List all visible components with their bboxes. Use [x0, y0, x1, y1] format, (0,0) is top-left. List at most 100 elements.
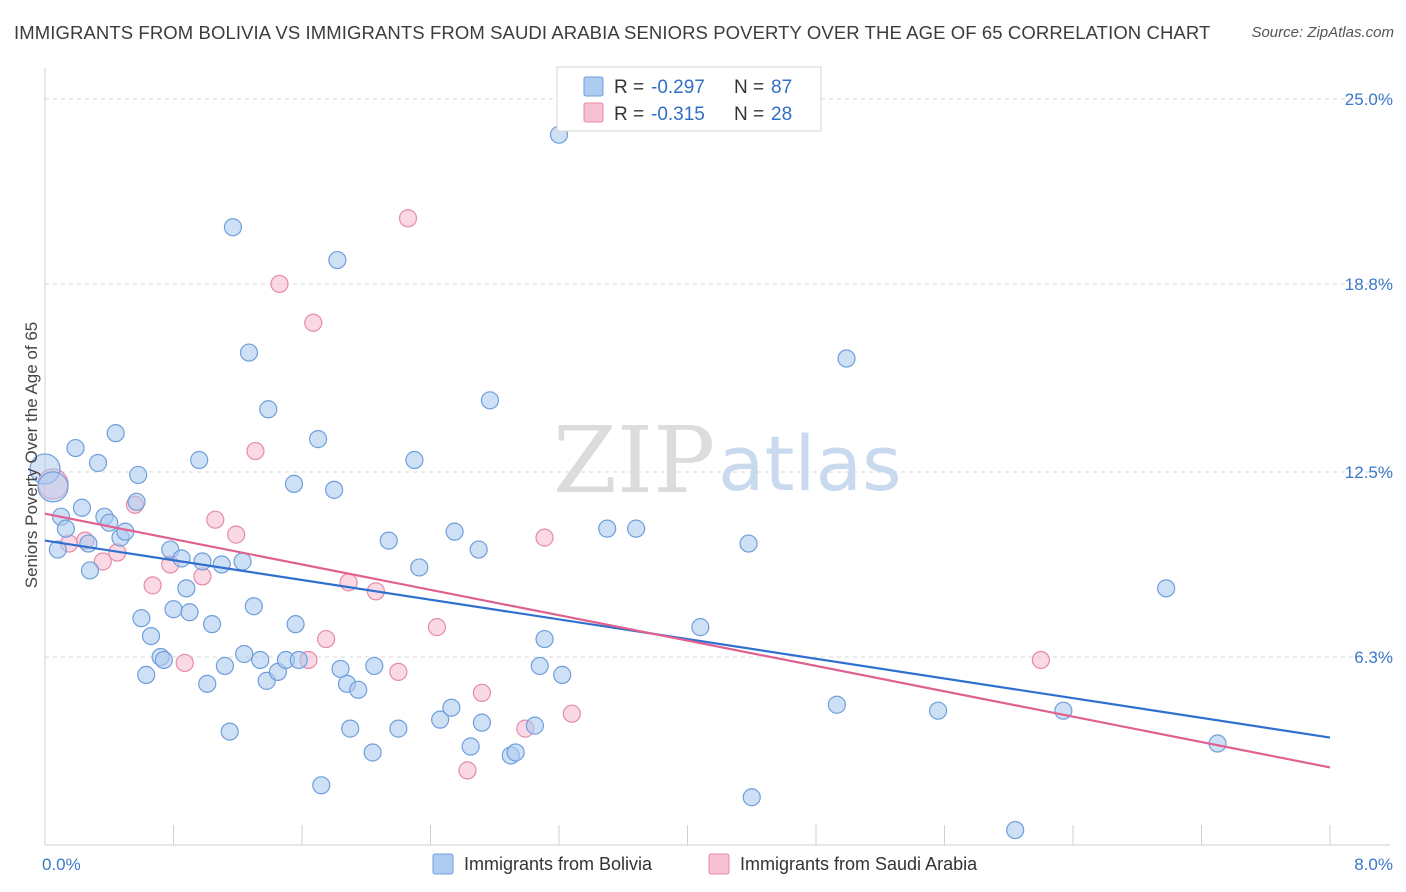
saudi-point-20	[398, 209, 418, 228]
saudi-point-3	[93, 552, 112, 571]
bolivia-point-53	[349, 680, 368, 699]
bolivia-point-80	[837, 349, 856, 368]
bolivia-point-45	[289, 650, 308, 670]
legend-r-value-bolivia: -0.297	[651, 77, 705, 98]
bottom-legend-label-saudi: Immigrants from Saudi Arabia	[740, 854, 978, 874]
bolivia-point-20	[154, 650, 173, 670]
bolivia-point-52	[341, 719, 360, 738]
saudi-point-16	[316, 629, 336, 649]
saudi-point-19	[389, 662, 408, 682]
bolivia-point-31	[215, 656, 234, 676]
bolivia-point-86	[48, 540, 67, 559]
bolivia-point-62	[445, 522, 464, 541]
bolivia-point-72	[553, 665, 572, 684]
saudi-trend-line	[44, 512, 1331, 769]
saudi-point-13	[270, 274, 289, 294]
bottom-legend-swatch-saudi	[708, 853, 730, 875]
bolivia-point-35	[235, 644, 254, 664]
bolivia-point-18	[141, 626, 161, 646]
bolivia-point-44	[286, 615, 305, 634]
bolivia-point-78	[742, 788, 761, 807]
bolivia-point-16	[132, 609, 151, 628]
bolivia-point-75	[626, 519, 646, 538]
y-tick-labels: 6.3% 12.5% 18.8% 25.0%	[1345, 90, 1393, 667]
y-tick-label-0: 6.3%	[1354, 648, 1393, 667]
bolivia-point-30	[212, 555, 231, 574]
saudi-point-26	[562, 704, 581, 723]
bolivia-point-66	[480, 391, 500, 410]
bolivia-point-63	[461, 737, 480, 756]
bolivia-point-70	[530, 656, 549, 676]
bottom-legend-label-bolivia: Immigrants from Bolivia	[464, 854, 653, 874]
watermark-atlas: atlas	[718, 419, 902, 508]
y-axis-label: Seniors Poverty Over the Age of 65	[22, 322, 41, 588]
bolivia-point-59	[410, 558, 429, 577]
source-label: Source: ZipAtlas.com	[1251, 24, 1394, 41]
bolivia-point-61	[442, 698, 461, 717]
bolivia-point-46	[308, 430, 328, 449]
bolivia-point-55	[365, 656, 384, 676]
legend-r-label-bolivia: R =	[614, 77, 644, 98]
legend-n-label-saudi: N =	[734, 104, 764, 125]
bolivia-point-71	[535, 629, 554, 649]
bolivia-point-11	[106, 424, 125, 443]
bolivia-point-27	[193, 552, 212, 571]
saudi-point-22	[458, 761, 477, 780]
bolivia-point-54	[363, 743, 382, 762]
bolivia-point-14	[127, 492, 146, 511]
bolivia-point-64	[469, 540, 488, 559]
series-bolivia-points	[29, 125, 1227, 840]
bolivia-point-60	[431, 710, 450, 729]
x-tick-label-1: 8.0%	[1354, 855, 1393, 874]
bolivia-point-5	[72, 498, 92, 517]
bolivia-point-79	[827, 695, 846, 714]
gridlines	[45, 98, 1390, 658]
bolivia-point-4	[66, 438, 85, 458]
bolivia-point-1	[37, 471, 69, 503]
saudi-point-27	[1031, 650, 1050, 670]
bolivia-point-65	[472, 713, 491, 732]
bolivia-point-33	[223, 218, 243, 237]
bolivia-point-43	[284, 474, 304, 493]
bolivia-point-7	[80, 561, 100, 580]
bolivia-point-49	[328, 250, 347, 270]
legend-n-value-bolivia: 87	[771, 77, 792, 98]
bolivia-point-23	[172, 549, 191, 568]
bolivia-point-6	[79, 534, 98, 553]
bolivia-trend-line	[44, 539, 1331, 739]
saudi-point-8	[175, 653, 194, 673]
bolivia-point-69	[525, 716, 545, 735]
top-legend: R = -0.297 N = 87 R = -0.315 N = 28	[556, 66, 822, 132]
bottom-legend-swatch-bolivia	[432, 853, 454, 875]
bolivia-point-22	[164, 600, 183, 619]
y-tick-label-2: 18.8%	[1345, 275, 1393, 294]
bolivia-point-77	[739, 534, 758, 553]
bolivia-point-37	[244, 597, 263, 616]
bolivia-point-38	[251, 650, 270, 670]
bolivia-point-47	[312, 776, 331, 795]
bolivia-point-24	[177, 579, 196, 598]
bolivia-point-82	[1006, 820, 1025, 840]
bolivia-point-68	[506, 743, 525, 762]
y-tick-label-3: 25.0%	[1345, 90, 1393, 109]
saudi-point-10	[206, 510, 225, 529]
legend-swatch-bolivia	[583, 76, 604, 97]
bolivia-point-29	[202, 615, 222, 634]
bolivia-point-26	[190, 450, 209, 470]
saudi-point-25	[535, 528, 554, 547]
saudi-point-23	[472, 683, 491, 702]
x-tick-labels: 0.0% 8.0%	[42, 855, 1393, 874]
legend-n-value-saudi: 28	[771, 104, 792, 125]
bolivia-point-32	[220, 722, 239, 741]
bolivia-point-3	[56, 519, 75, 538]
chart-title: IMMIGRANTS FROM BOLIVIA VS IMMIGRANTS FR…	[14, 22, 1211, 43]
bolivia-point-25	[180, 603, 199, 622]
saudi-point-21	[427, 618, 447, 637]
saudi-point-11	[227, 525, 246, 544]
bolivia-point-36	[239, 343, 259, 362]
saudi-point-6	[143, 576, 162, 595]
watermark-zip: ZIP	[553, 407, 715, 514]
bolivia-point-48	[325, 480, 344, 499]
y-tick-label-1: 12.5%	[1345, 463, 1393, 482]
